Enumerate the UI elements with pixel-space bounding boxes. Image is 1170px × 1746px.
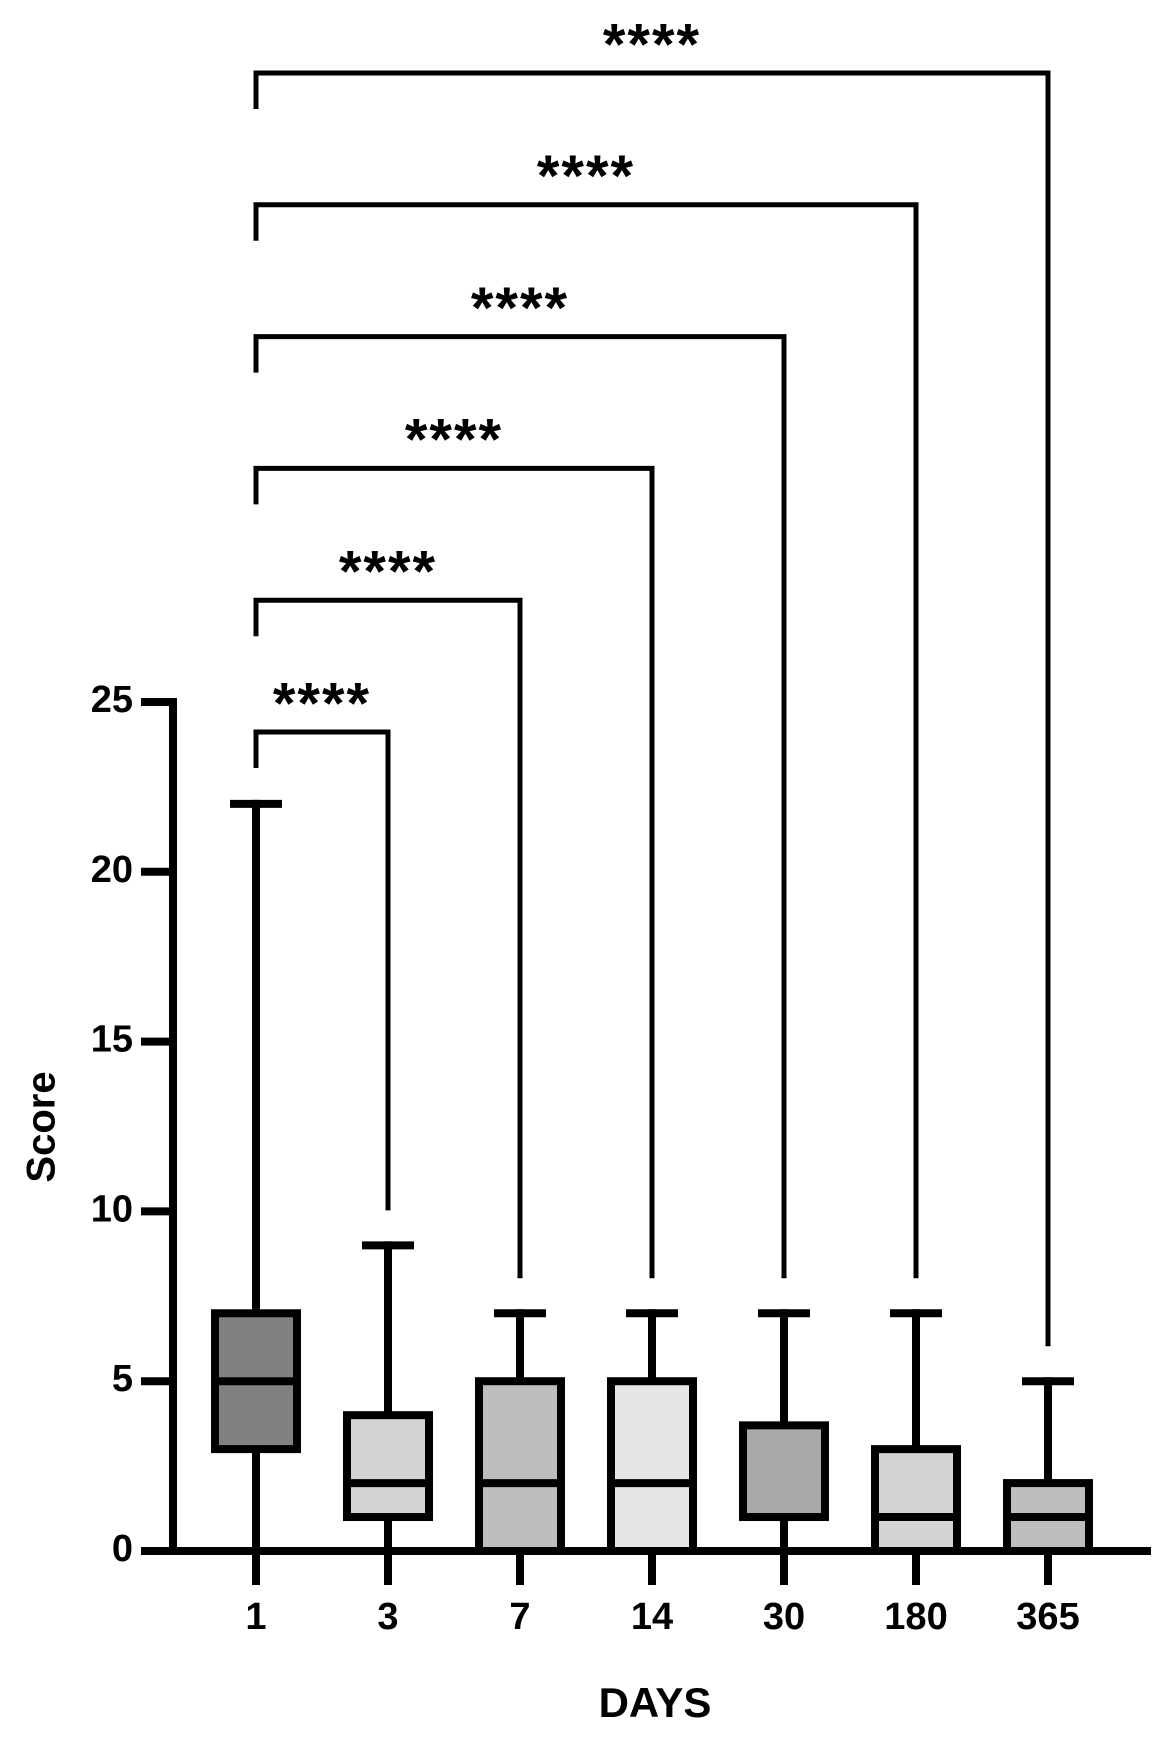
significance-bracket [253,729,391,1211]
box [871,1445,961,1555]
significance-label: **** [405,408,503,473]
significance-label: **** [603,12,701,77]
y-tick-label: 15 [91,1019,133,1061]
x-axis-label: DAYS [599,1679,712,1726]
significance-label: **** [339,540,437,605]
box [607,1377,697,1555]
significance-label: **** [273,671,371,736]
x-tick-label: 180 [884,1596,947,1638]
significance-bracket [253,465,655,1279]
significance-bracket [253,597,523,1279]
y-axis-label: Score [20,1071,64,1182]
x-tick-label: 1 [245,1596,266,1638]
x-tick-label: 3 [377,1596,398,1638]
x-tick-label: 7 [509,1596,530,1638]
x-tick-label: 14 [631,1596,673,1638]
significance-bracket [253,334,787,1279]
y-tick-label: 5 [112,1358,133,1400]
y-tick-label: 20 [91,849,133,891]
x-tick-label: 30 [763,1596,805,1638]
y-tick-label: 10 [91,1188,133,1230]
box [739,1421,829,1522]
significance-label: **** [471,276,569,341]
significance-label: **** [537,144,635,209]
y-tick-label: 0 [112,1528,133,1570]
box [475,1377,565,1555]
significance-bracket [253,70,1051,1347]
significance-bracket [253,202,919,1279]
box [343,1411,433,1522]
x-tick-label: 365 [1016,1596,1079,1638]
y-tick-label: 25 [91,679,133,721]
